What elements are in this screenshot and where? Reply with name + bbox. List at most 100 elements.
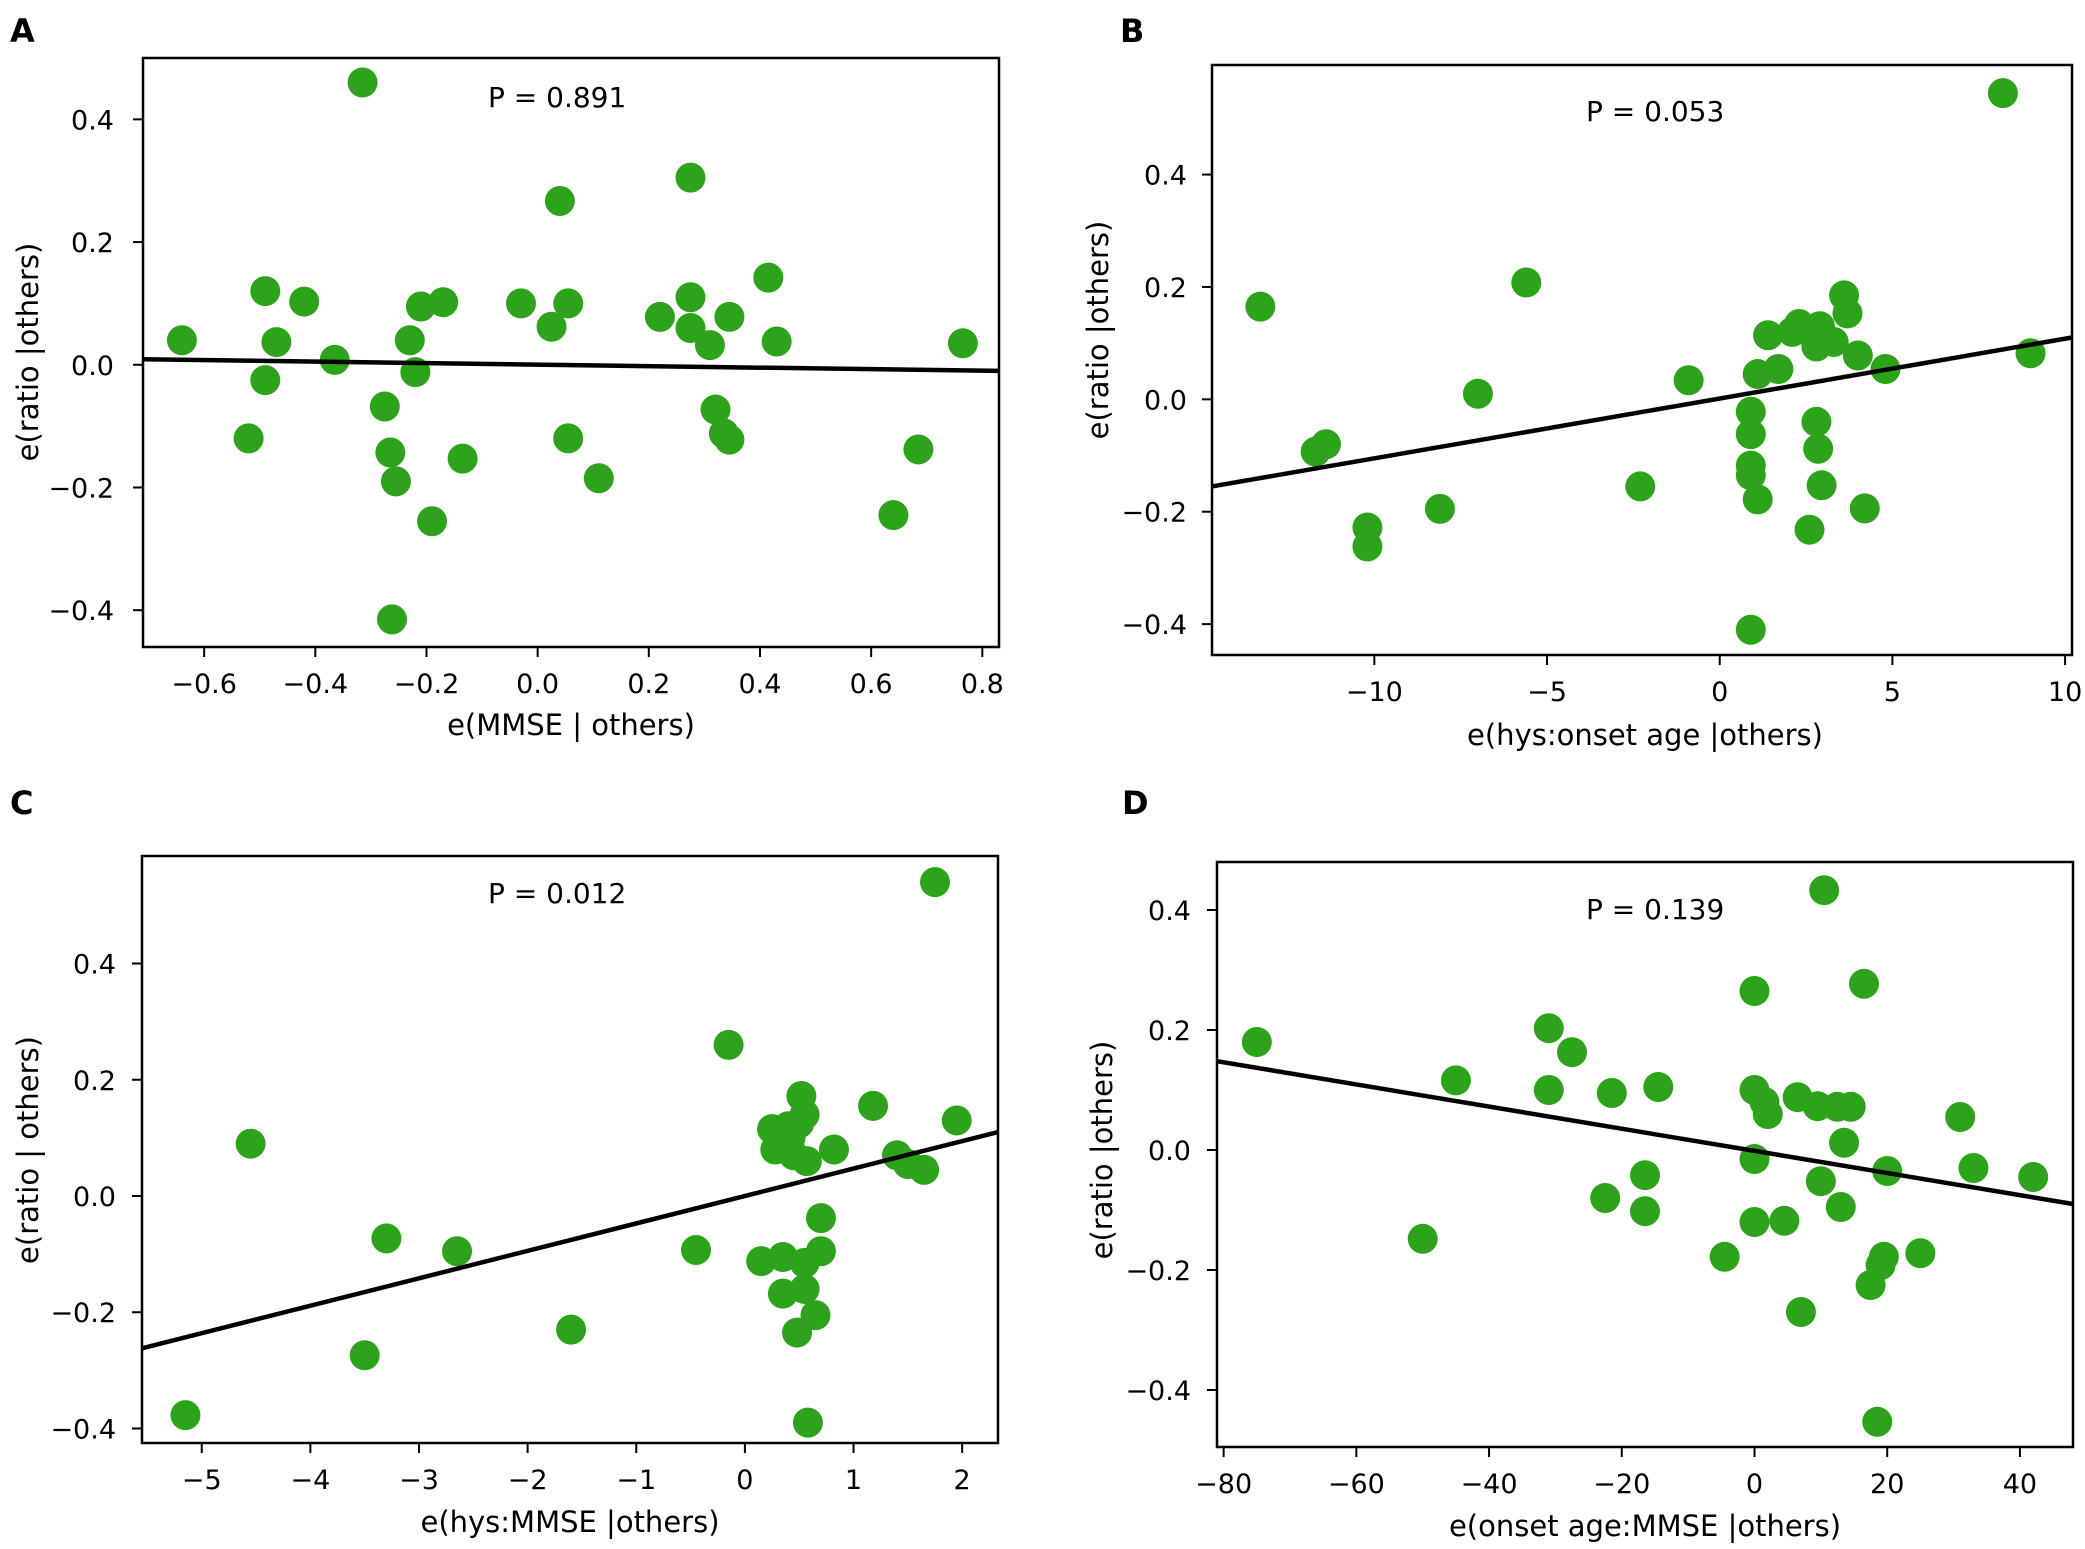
data-point (1832, 298, 1863, 329)
x-axis-label: e(onset age:MMSE |others) (1449, 1509, 1841, 1543)
y-tick-label: 0.2 (71, 228, 114, 259)
data-point (805, 1203, 836, 1234)
data-point (235, 1128, 266, 1159)
x-tick-label: 1 (845, 1465, 862, 1496)
plot-frame (1210, 63, 2074, 657)
data-point (250, 276, 281, 307)
x-tick-label: 0 (736, 1465, 753, 1496)
x-tick-label: −0.2 (394, 669, 460, 700)
data-point (1809, 875, 1840, 906)
data-point (380, 466, 411, 497)
data-point (375, 437, 406, 468)
data-point (1785, 1297, 1816, 1327)
data-point (405, 291, 436, 322)
data-point (233, 423, 264, 454)
data-point (1835, 1091, 1866, 1122)
data-point (675, 282, 706, 313)
y-tick-label: −0.4 (48, 596, 114, 627)
y-tick-label: 0.0 (73, 1182, 116, 1213)
data-point (681, 1235, 712, 1266)
data-point (800, 1300, 831, 1331)
data-point (1407, 1223, 1438, 1254)
data-point (1245, 291, 1276, 322)
data-point (505, 288, 536, 319)
data-point (1735, 460, 1766, 491)
data-point (170, 1400, 201, 1431)
panel-b: B P = 0.053 e(hys:onset age |others) e(r… (1081, 12, 2082, 752)
data-point (713, 1029, 744, 1060)
data-point (1958, 1153, 1989, 1183)
x-tick-label: −5 (182, 1465, 222, 1496)
panel-label-a: A (10, 12, 35, 50)
data-point (371, 1223, 402, 1254)
data-point (1596, 1078, 1627, 1108)
p-value-annotation: P = 0.891 (488, 81, 626, 114)
x-tick-label: 0.0 (516, 669, 559, 700)
data-point (675, 312, 706, 343)
data-point (1753, 320, 1784, 351)
data-point (789, 1273, 820, 1304)
data-point (553, 288, 584, 319)
regression-line (1216, 1058, 2074, 1207)
data-point (1735, 419, 1766, 450)
data-point (818, 1134, 849, 1165)
y-tick-label: 0.0 (1144, 385, 1187, 416)
x-axis-label: e(hys:onset age |others) (1467, 718, 1823, 752)
data-points (1245, 78, 2046, 645)
x-tick-label: 0.8 (961, 669, 1004, 700)
plot-frame (140, 854, 1000, 1445)
data-point (1625, 471, 1656, 502)
data-point (1557, 1037, 1588, 1068)
data-point (1794, 514, 1825, 545)
data-point (1842, 340, 1873, 371)
data-point (700, 394, 731, 425)
y-tick-label: −0.4 (1121, 610, 1187, 641)
x-tick-label: 0.2 (627, 669, 670, 700)
data-point (1868, 1241, 1899, 1272)
x-tick-label: 40 (2003, 1469, 2037, 1500)
axis-ticks: −10 −5 0 5 10 −0.4 −0.2 0.0 0.2 0.4 (1121, 161, 2082, 708)
data-point (289, 286, 320, 317)
axis-ticks: −5 −4 −3 −2 −1 0 1 2 −0.4 −0.2 0.0 0.2 0.4 (50, 950, 970, 1496)
data-point (1533, 1075, 1564, 1105)
data-point (553, 423, 584, 454)
y-axis-label: e(ratio |others) (1081, 221, 1115, 440)
data-point (417, 506, 448, 537)
data-point (1769, 1205, 1800, 1236)
x-tick-label: 0.4 (739, 669, 782, 700)
x-axis-label: e(MMSE | others) (447, 708, 695, 742)
data-point (753, 262, 784, 293)
y-tick-label: 0.4 (73, 950, 116, 981)
data-point (878, 500, 909, 531)
data-point (805, 1236, 836, 1267)
data-point (1440, 1065, 1471, 1096)
data-point (694, 330, 725, 361)
data-point (1742, 484, 1773, 515)
data-point (347, 67, 378, 98)
data-point (536, 311, 567, 342)
data-point (1511, 267, 1542, 298)
data-point (349, 1340, 380, 1371)
data-point (1849, 493, 1880, 524)
x-tick-label: −5 (1527, 677, 1567, 708)
y-tick-label: −0.2 (1121, 498, 1187, 529)
data-point (858, 1090, 889, 1121)
data-point (1533, 1013, 1564, 1044)
data-points (170, 867, 972, 1438)
y-tick-label: −0.4 (50, 1414, 116, 1445)
data-point (1241, 1027, 1272, 1057)
data-point (714, 301, 745, 332)
data-point (1825, 1192, 1856, 1222)
p-value-annotation: P = 0.139 (1586, 893, 1724, 926)
regression-line (1211, 335, 2073, 489)
x-tick-label: 0 (1711, 677, 1728, 708)
p-value-annotation: P = 0.012 (488, 877, 626, 910)
data-point (447, 443, 478, 474)
data-points (166, 67, 978, 635)
x-tick-label: −40 (1461, 1469, 1518, 1500)
y-tick-label: 0.4 (1148, 896, 1191, 927)
plot-frame (141, 56, 1001, 649)
y-tick-label: 0.2 (73, 1066, 116, 1097)
data-point (1424, 493, 1455, 524)
